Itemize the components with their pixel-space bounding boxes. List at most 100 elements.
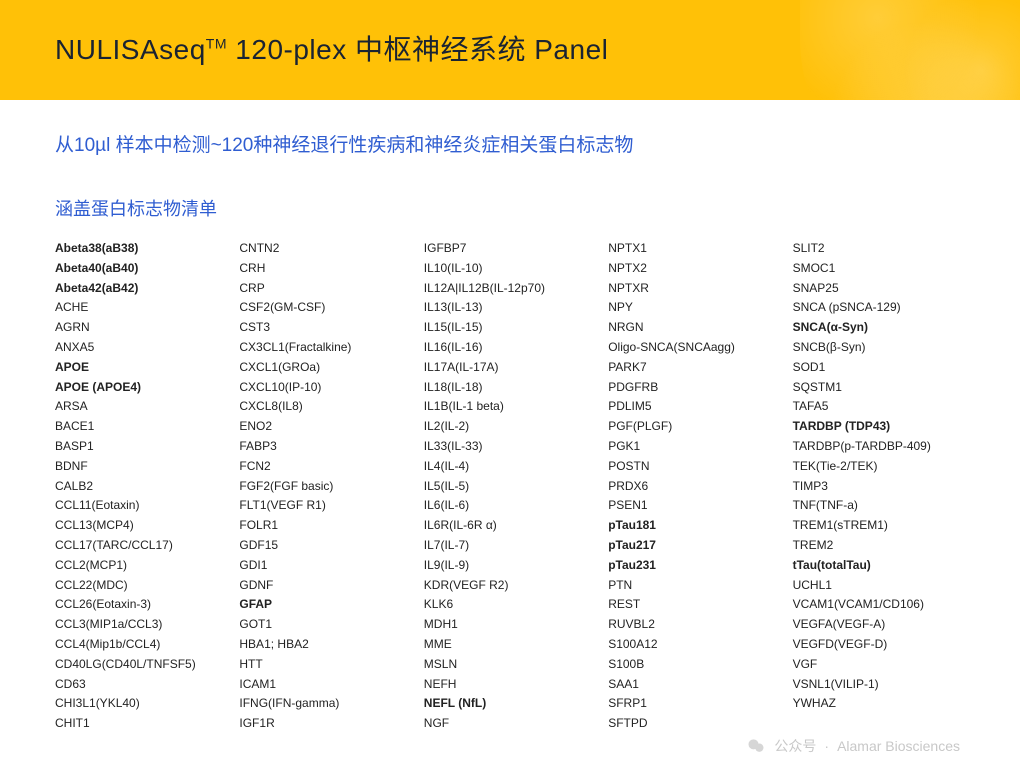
- biomarker-item: VEGFA(VEGF-A): [793, 615, 965, 635]
- biomarker-item: SNCA (pSNCA-129): [793, 298, 965, 318]
- biomarker-item: Abeta38(aB38): [55, 239, 227, 259]
- biomarker-item: IFNG(IFN-gamma): [239, 694, 411, 714]
- biomarker-column: IGFBP7IL10(IL-10)IL12A|IL12B(IL-12p70)IL…: [424, 239, 596, 734]
- biomarker-item: TIMP3: [793, 477, 965, 497]
- biomarker-item: CCL11(Eotaxin): [55, 496, 227, 516]
- biomarker-item: FCN2: [239, 457, 411, 477]
- biomarker-item: IL7(IL-7): [424, 536, 596, 556]
- biomarker-item: CRH: [239, 259, 411, 279]
- biomarker-item: TNF(TNF-a): [793, 496, 965, 516]
- biomarker-item: AGRN: [55, 318, 227, 338]
- biomarker-item: NPTX2: [608, 259, 780, 279]
- biomarker-item: IL13(IL-13): [424, 298, 596, 318]
- biomarker-column: Abeta38(aB38)Abeta40(aB40)Abeta42(aB42)A…: [55, 239, 227, 734]
- biomarker-item: IL16(IL-16): [424, 338, 596, 358]
- biomarker-item: CCL4(Mip1b/CCL4): [55, 635, 227, 655]
- biomarker-item: IL18(IL-18): [424, 378, 596, 398]
- biomarker-item: CSF2(GM-CSF): [239, 298, 411, 318]
- biomarker-item: pTau181: [608, 516, 780, 536]
- section-label: 涵盖蛋白标志物清单: [55, 195, 965, 221]
- biomarker-item: GOT1: [239, 615, 411, 635]
- watermark-sep: ·: [824, 738, 829, 754]
- biomarker-item: IL33(IL-33): [424, 437, 596, 457]
- biomarker-item: IL1B(IL-1 beta): [424, 397, 596, 417]
- biomarker-item: IL5(IL-5): [424, 477, 596, 497]
- biomarker-item: CX3CL1(Fractalkine): [239, 338, 411, 358]
- biomarker-item: tTau(totalTau): [793, 556, 965, 576]
- biomarker-item: IL12A|IL12B(IL-12p70): [424, 279, 596, 299]
- biomarker-item: CRP: [239, 279, 411, 299]
- biomarker-item: CCL13(MCP4): [55, 516, 227, 536]
- biomarker-item: PGK1: [608, 437, 780, 457]
- biomarker-item: SFRP1: [608, 694, 780, 714]
- biomarker-item: REST: [608, 595, 780, 615]
- biomarker-item: SNAP25: [793, 279, 965, 299]
- biomarker-item: VEGFD(VEGF-D): [793, 635, 965, 655]
- biomarker-item: YWHAZ: [793, 694, 965, 714]
- biomarker-item: FGF2(FGF basic): [239, 477, 411, 497]
- biomarker-item: IL6(IL-6): [424, 496, 596, 516]
- biomarker-item: IGF1R: [239, 714, 411, 734]
- biomarker-item: ICAM1: [239, 675, 411, 695]
- biomarker-item: VCAM1(VCAM1/CD106): [793, 595, 965, 615]
- biomarker-item: CCL17(TARC/CCL17): [55, 536, 227, 556]
- biomarker-item: pTau231: [608, 556, 780, 576]
- biomarker-item: pTau217: [608, 536, 780, 556]
- biomarker-item: MME: [424, 635, 596, 655]
- biomarker-column: CNTN2CRHCRPCSF2(GM-CSF)CST3CX3CL1(Fracta…: [239, 239, 411, 734]
- biomarker-item: CD40LG(CD40L/TNFSF5): [55, 655, 227, 675]
- biomarker-item: SLIT2: [793, 239, 965, 259]
- biomarker-item: Oligo-SNCA(SNCAagg): [608, 338, 780, 358]
- biomarker-item: ACHE: [55, 298, 227, 318]
- biomarker-item: PDGFRB: [608, 378, 780, 398]
- biomarker-item: TARDBP(p-TARDBP-409): [793, 437, 965, 457]
- biomarker-item: CHI3L1(YKL40): [55, 694, 227, 714]
- biomarker-item: IL2(IL-2): [424, 417, 596, 437]
- biomarker-item: ANXA5: [55, 338, 227, 358]
- biomarker-item: CXCL10(IP-10): [239, 378, 411, 398]
- biomarker-item: FABP3: [239, 437, 411, 457]
- biomarker-item: SMOC1: [793, 259, 965, 279]
- biomarker-item: IL15(IL-15): [424, 318, 596, 338]
- biomarker-item: IL17A(IL-17A): [424, 358, 596, 378]
- biomarker-item: TARDBP (TDP43): [793, 417, 965, 437]
- watermark: 公众号 · Alamar Biosciences: [746, 736, 960, 756]
- biomarker-item: PRDX6: [608, 477, 780, 497]
- biomarker-item: TREM2: [793, 536, 965, 556]
- biomarker-item: GDF15: [239, 536, 411, 556]
- title-prefix: NULISAseq: [55, 34, 206, 65]
- biomarker-item: NRGN: [608, 318, 780, 338]
- biomarker-item: Abeta40(aB40): [55, 259, 227, 279]
- biomarker-item: CCL2(MCP1): [55, 556, 227, 576]
- biomarker-item: IL9(IL-9): [424, 556, 596, 576]
- biomarker-item: APOE (APOE4): [55, 378, 227, 398]
- biomarker-column: SLIT2SMOC1SNAP25SNCA (pSNCA-129)SNCA(α-S…: [793, 239, 965, 734]
- biomarker-item: S100A12: [608, 635, 780, 655]
- biomarker-item: TEK(Tie-2/TEK): [793, 457, 965, 477]
- biomarker-item: IL10(IL-10): [424, 259, 596, 279]
- biomarker-item: CCL22(MDC): [55, 576, 227, 596]
- biomarker-item: TAFA5: [793, 397, 965, 417]
- biomarker-item: VGF: [793, 655, 965, 675]
- biomarker-item: MSLN: [424, 655, 596, 675]
- panel-subtitle: 从10µl 样本中检测~120种神经退行性疾病和神经炎症相关蛋白标志物: [55, 130, 965, 157]
- biomarker-item: BACE1: [55, 417, 227, 437]
- biomarker-item: KLK6: [424, 595, 596, 615]
- biomarker-item: VSNL1(VILIP-1): [793, 675, 965, 695]
- biomarker-item: TREM1(sTREM1): [793, 516, 965, 536]
- biomarker-item: CCL3(MIP1a/CCL3): [55, 615, 227, 635]
- biomarker-item: IL6R(IL-6R α): [424, 516, 596, 536]
- biomarker-item: SOD1: [793, 358, 965, 378]
- biomarker-item: S100B: [608, 655, 780, 675]
- biomarker-item: CNTN2: [239, 239, 411, 259]
- biomarker-item: SAA1: [608, 675, 780, 695]
- biomarker-item: PGF(PLGF): [608, 417, 780, 437]
- biomarker-item: FOLR1: [239, 516, 411, 536]
- biomarker-grid: Abeta38(aB38)Abeta40(aB40)Abeta42(aB42)A…: [55, 239, 965, 734]
- biomarker-item: FLT1(VEGF R1): [239, 496, 411, 516]
- biomarker-item: POSTN: [608, 457, 780, 477]
- biomarker-item: CALB2: [55, 477, 227, 497]
- title-suffix: 120-plex 中枢神经系统 Panel: [227, 34, 608, 65]
- biomarker-item: RUVBL2: [608, 615, 780, 635]
- biomarker-item: SNCB(β-Syn): [793, 338, 965, 358]
